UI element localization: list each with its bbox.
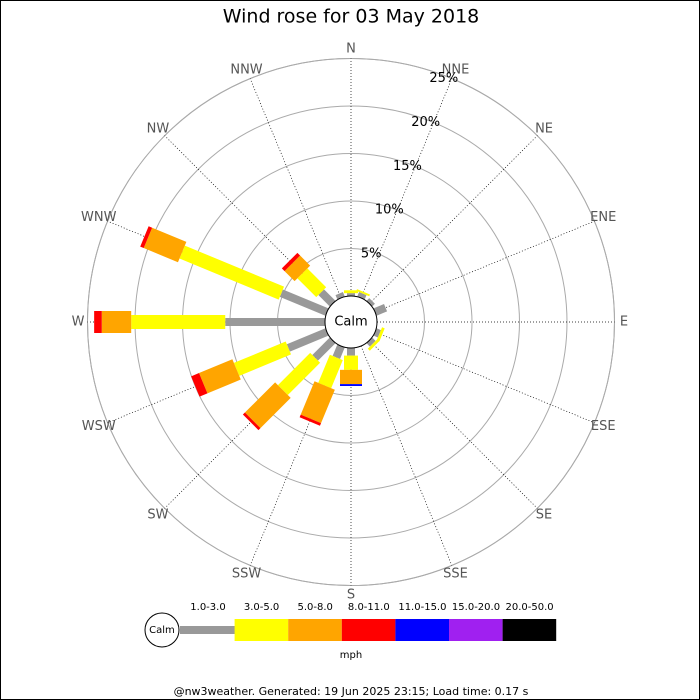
legend-calm-label: Calm	[149, 625, 175, 636]
legend-swatch	[234, 619, 289, 641]
bar-segment	[373, 328, 381, 338]
r-tick-label: 15%	[393, 159, 422, 174]
bar-segment	[332, 344, 345, 359]
bar-segment	[373, 303, 388, 316]
spoke	[249, 78, 342, 299]
legend-swatch	[288, 619, 342, 641]
direction-label: NE	[535, 121, 553, 136]
legend-units: mph	[340, 650, 362, 661]
direction-label: WSW	[82, 419, 116, 434]
bar-segment	[101, 311, 132, 333]
direction-label: NW	[147, 121, 170, 136]
bar-segment	[277, 352, 321, 396]
bar-segment	[244, 382, 291, 429]
legend-swatch	[341, 619, 396, 641]
chart-title: Wind rose for 03 May 2018	[223, 6, 480, 28]
bar-segment	[233, 341, 292, 376]
legend-swatch	[395, 619, 449, 641]
direction-label: WNW	[81, 210, 117, 225]
bar-segment	[140, 226, 153, 249]
bar-segment	[367, 338, 380, 351]
bar-segment	[376, 327, 385, 342]
bar-segment	[318, 354, 343, 389]
spoke	[374, 220, 595, 313]
legend-label: 5.0-8.0	[297, 602, 332, 613]
bar-segment	[199, 359, 241, 394]
bar-segment	[242, 412, 261, 431]
bar-segment	[347, 293, 355, 296]
bar-segment	[366, 298, 375, 307]
bar-segment	[340, 369, 362, 385]
direction-label: SE	[536, 508, 552, 523]
bar-segment	[299, 414, 322, 426]
direction-label: SSW	[232, 567, 262, 582]
direction-label: NNW	[230, 62, 262, 77]
direction-label: ENE	[590, 210, 616, 225]
spoke	[374, 331, 595, 424]
calm-label: Calm	[334, 315, 367, 330]
bar-segment	[284, 255, 311, 282]
legend-label: 1.0-3.0	[190, 602, 225, 613]
r-tick-label: 10%	[375, 203, 404, 218]
bar-segment	[357, 292, 367, 300]
bar-segment	[344, 355, 358, 370]
bar-segment	[312, 337, 336, 361]
legend-calm	[144, 612, 180, 648]
bar-segment	[366, 337, 376, 347]
calm-circle	[324, 295, 378, 349]
spoke	[360, 345, 453, 566]
bar-segment	[225, 318, 325, 326]
bar-segment	[94, 311, 102, 333]
bar-segment	[279, 289, 329, 316]
r-tick-label: 25%	[429, 71, 458, 86]
r-tick-label: 20%	[411, 115, 440, 130]
bar-segment	[347, 348, 355, 356]
bar-segment	[143, 227, 187, 263]
legend-label: 8.0-11.0	[348, 602, 390, 613]
legend-swatch	[502, 619, 557, 641]
legend-label: 3.0-5.0	[244, 602, 279, 613]
bar-segment	[179, 245, 285, 300]
footer: @nw3weather. Generated: 19 Jun 2025 23:1…	[174, 685, 529, 698]
spoke	[369, 135, 538, 304]
direction-label: E	[620, 315, 628, 330]
bar-segment	[297, 268, 327, 298]
bar-segment	[344, 290, 358, 294]
legend-label: 15.0-20.0	[452, 602, 500, 613]
bar-segment	[281, 252, 301, 272]
direction-label: NNE	[442, 62, 470, 77]
direction-label: N	[346, 42, 356, 57]
direction-label: S	[347, 588, 355, 603]
bar-segment	[318, 289, 336, 307]
direction-label: SW	[147, 508, 168, 523]
bar-segment	[335, 292, 345, 300]
r-tick-label: 5%	[361, 247, 382, 262]
legend-label: 20.0-50.0	[506, 602, 554, 613]
bar-segment	[340, 384, 362, 386]
bar-segment	[191, 373, 208, 397]
bar-segment	[300, 381, 335, 424]
direction-label: ESE	[591, 419, 616, 434]
bar-segment	[131, 315, 226, 329]
direction-label: W	[72, 315, 85, 330]
spoke	[369, 340, 538, 509]
bar-segment	[356, 289, 370, 297]
direction-label: SSE	[443, 567, 468, 582]
legend-label: 11.0-15.0	[398, 602, 446, 613]
legend-swatch	[449, 619, 503, 641]
bar-segment	[286, 328, 329, 352]
spoke	[360, 78, 453, 299]
